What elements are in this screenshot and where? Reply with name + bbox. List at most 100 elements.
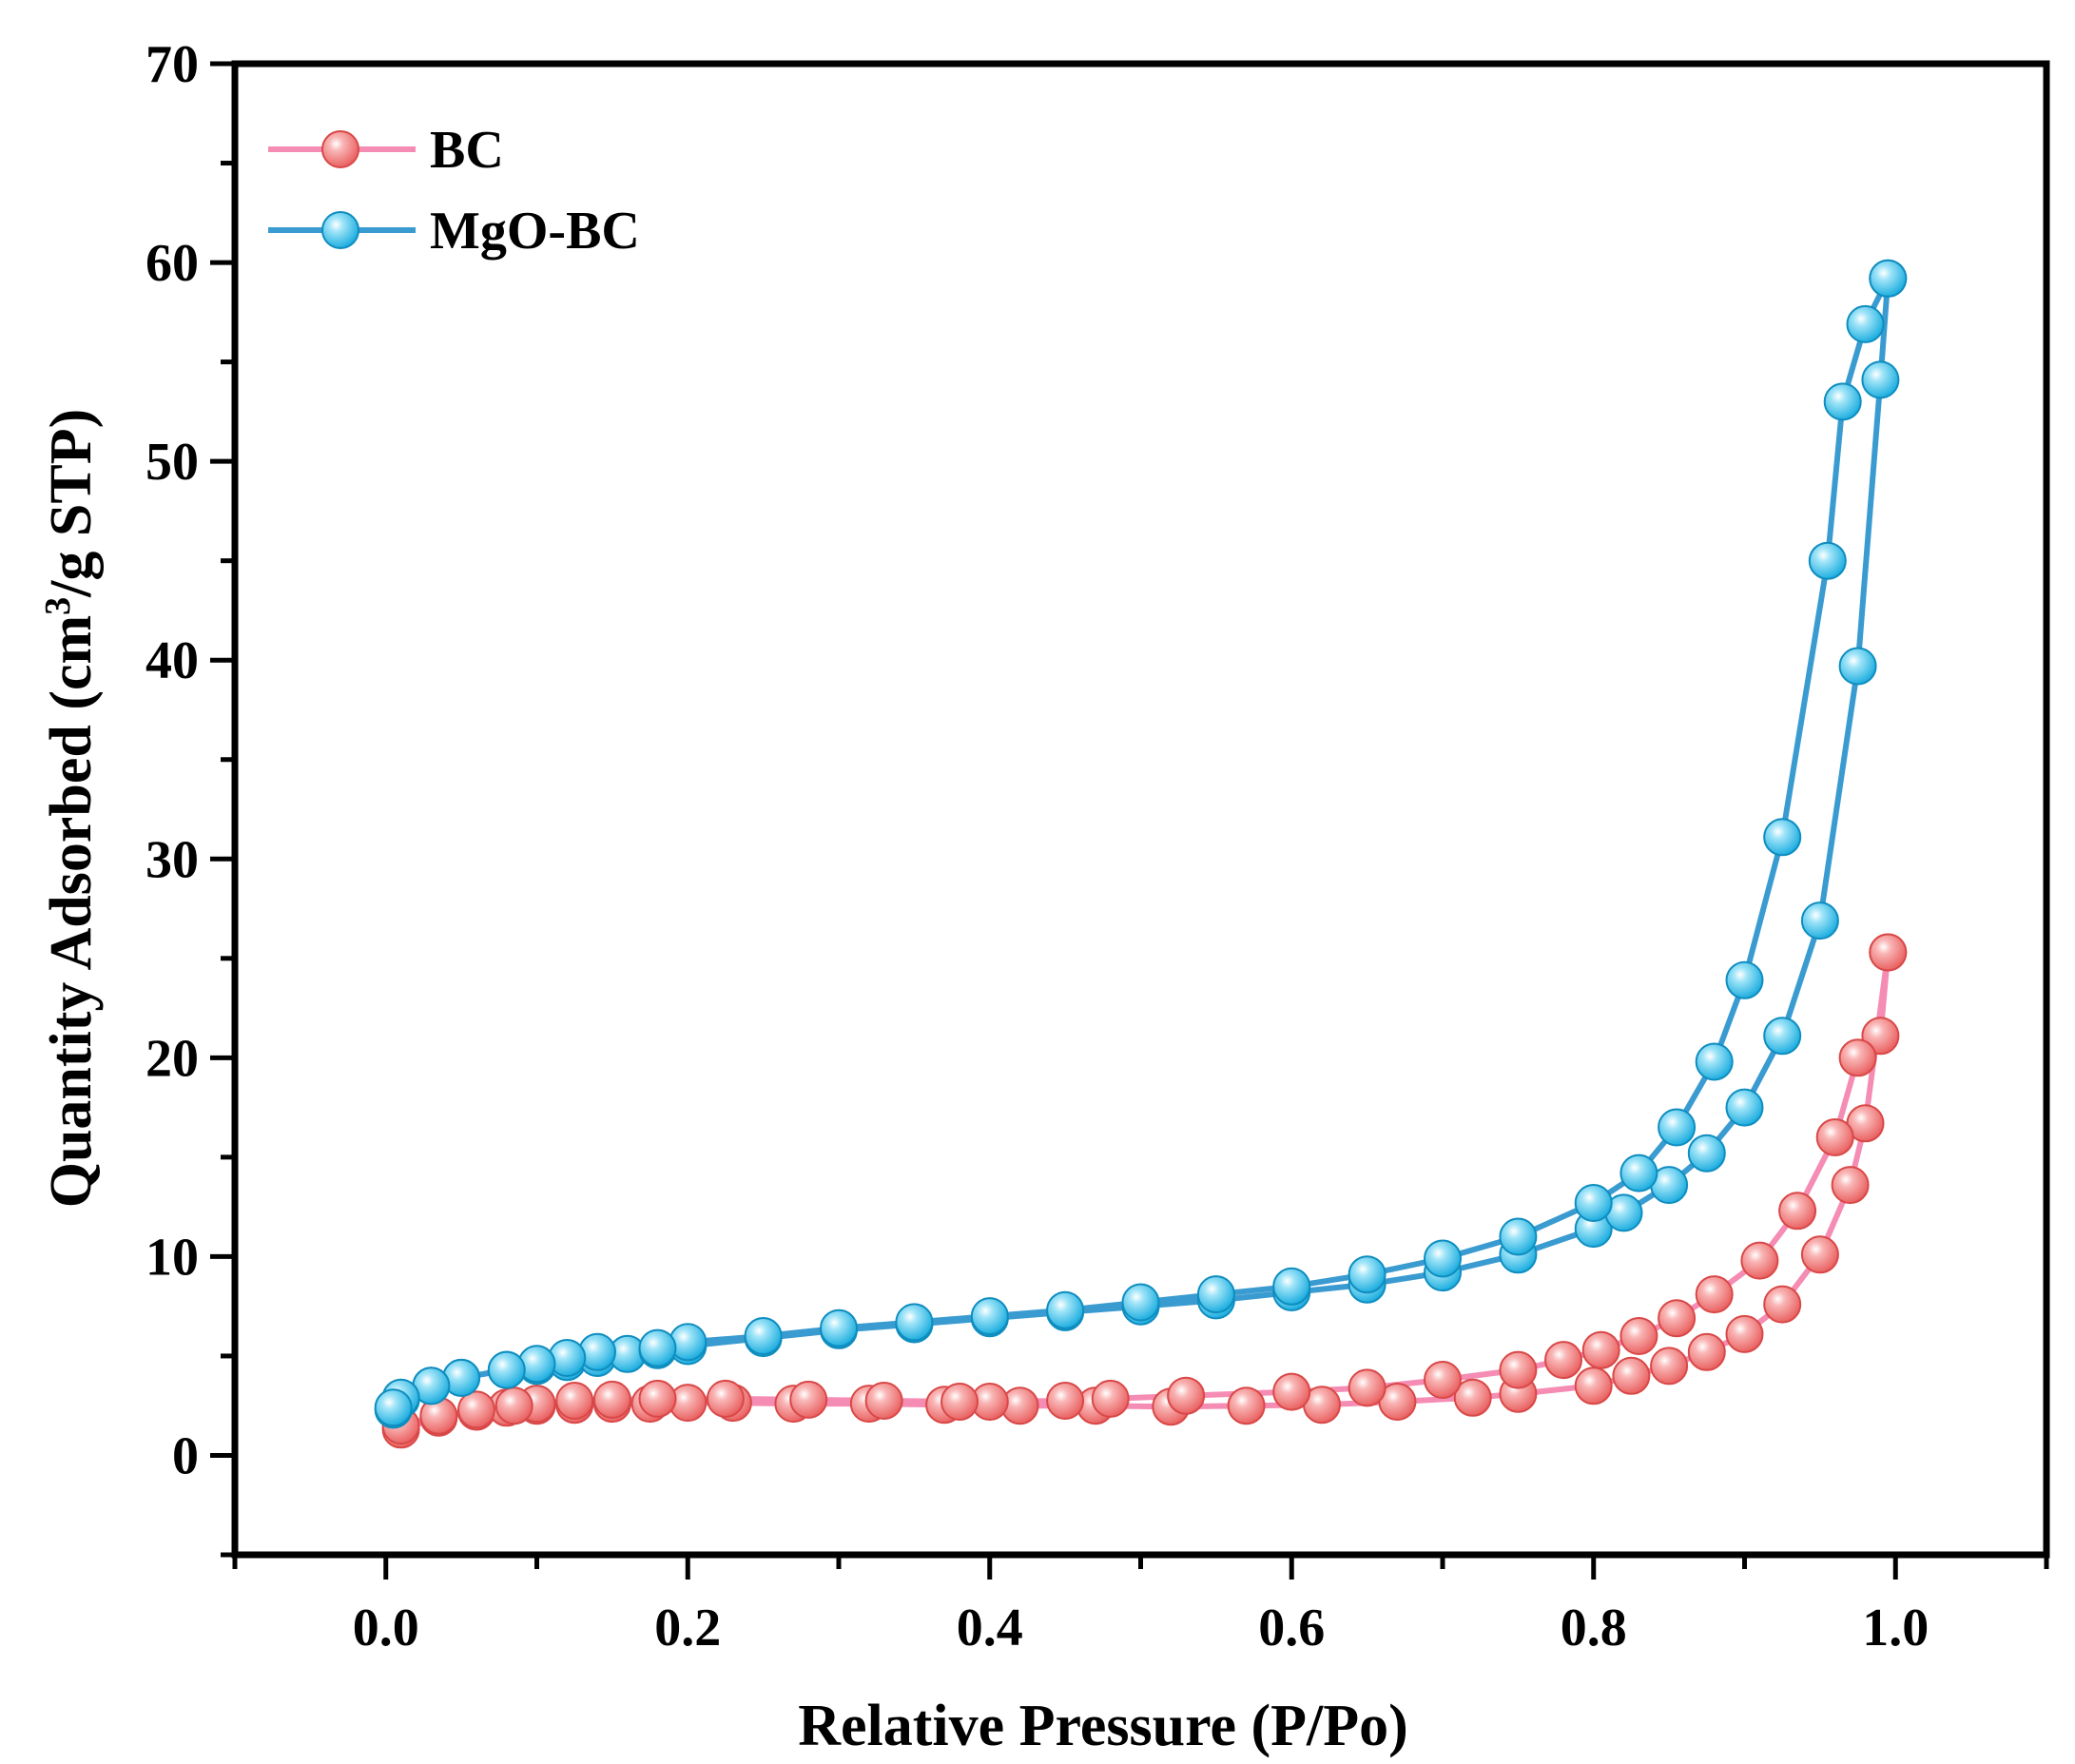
mgo-bc-adsorption-point	[1687, 1134, 1726, 1173]
y-tick-label: 20	[145, 1029, 199, 1088]
bc-desorption-point	[1869, 933, 1908, 972]
mgo-bc-desorption-point	[1869, 259, 1908, 298]
legend-marker-bc	[321, 130, 359, 168]
mgo-bc-desorption-point	[895, 1303, 934, 1342]
mgo-bc-desorption-point	[487, 1350, 526, 1389]
bc-desorption-point	[1778, 1192, 1817, 1231]
y-axis-ticks	[210, 61, 235, 1558]
bc-desorption-point	[1740, 1241, 1779, 1280]
bc-desorption-point	[1815, 1118, 1854, 1156]
x-tick-label: 0.6	[1258, 1599, 1325, 1657]
bc-desorption-point	[1272, 1372, 1311, 1411]
mgo-bc-desorption-point	[1695, 1042, 1734, 1081]
mgo-bc-desorption-point	[1046, 1290, 1085, 1329]
bc-desorption-point	[638, 1379, 677, 1418]
bc-desorption-point	[1348, 1368, 1387, 1407]
mgo-bc-desorption-point	[1725, 960, 1764, 999]
bc-desorption-point	[592, 1380, 631, 1419]
bc-desorption-point	[1499, 1350, 1538, 1389]
mgo-bc-adsorption-point	[1861, 360, 1900, 399]
mgo-bc-desorption-line	[391, 277, 1891, 1410]
x-tick-label: 0.2	[654, 1599, 721, 1657]
bc-desorption-point	[457, 1390, 495, 1429]
bc-desorption-point	[789, 1380, 828, 1419]
legend-item-mgo-bc: MgO-BC	[268, 202, 640, 261]
legend-item-bc: BC	[268, 121, 504, 180]
bc-desorption-point	[864, 1382, 903, 1420]
series-layer	[374, 259, 1908, 1449]
bc-desorption-point	[555, 1382, 594, 1420]
y-tick-label: 0	[172, 1426, 199, 1485]
bc-adsorption-point	[1227, 1386, 1266, 1425]
bc-desorption-point	[1046, 1382, 1085, 1420]
mgo-bc-desorption-point	[1499, 1217, 1538, 1256]
bc-adsorption-point	[1763, 1285, 1802, 1324]
bc-desorption-point	[1424, 1361, 1462, 1399]
y-tick-label: 10	[145, 1228, 199, 1287]
mgo-bc-desorption-point	[1424, 1239, 1462, 1278]
x-axis-tick-labels: 0.0 0.2 0.4 0.6 0.8 1.0	[353, 1599, 1930, 1657]
mgo-bc-adsorption-point	[1725, 1088, 1764, 1127]
y-tick-label: 40	[145, 631, 199, 690]
mgo-bc-adsorption-line	[391, 278, 1891, 1412]
bc-adsorption-point	[1831, 1166, 1870, 1205]
mgo-bc-desorption-point	[1196, 1275, 1235, 1314]
plot-frame	[231, 60, 2050, 1559]
y-axis-title-main: Quantity Adsorbed (cm	[39, 615, 104, 1208]
x-tick-label: 0.0	[353, 1599, 419, 1657]
mgo-bc-desorption-point	[638, 1328, 677, 1367]
bc-adsorption-point	[1725, 1314, 1764, 1353]
bc-adsorption-point	[1650, 1347, 1689, 1386]
y-tick-label: 30	[145, 830, 199, 889]
bc-adsorption-point	[1800, 1235, 1839, 1274]
mgo-bc-adsorption-point	[1800, 901, 1839, 940]
series-mgo-bc	[374, 259, 1908, 1429]
mgo-bc-desorption-point	[1846, 304, 1885, 343]
y-axis-title-superscript: 3	[38, 597, 78, 615]
bc-adsorption-point	[1453, 1378, 1492, 1417]
mgo-bc-desorption-point	[1808, 541, 1847, 580]
y-tick-label: 70	[145, 35, 199, 94]
bc-desorption-point	[706, 1379, 745, 1418]
bc-desorption-point	[1544, 1341, 1582, 1380]
bc-desorption-point	[1581, 1330, 1620, 1369]
mgo-bc-desorption-point	[1272, 1267, 1311, 1306]
x-tick-label: 0.4	[957, 1599, 1023, 1657]
bc-desorption-point	[1091, 1379, 1130, 1418]
mgo-bc-adsorption-point	[1838, 647, 1877, 686]
legend: BC MgO-BC	[268, 121, 640, 261]
mgo-bc-desorption-point	[1574, 1184, 1613, 1222]
bc-adsorption-point	[1687, 1332, 1726, 1371]
x-axis-ticks	[232, 1555, 2049, 1580]
mgo-bc-adsorption-point	[1763, 1017, 1802, 1056]
series-bc	[381, 933, 1908, 1449]
y-axis-title-tail: /g STP)	[39, 409, 104, 598]
y-tick-label: 50	[145, 433, 199, 492]
mgo-bc-desorption-point	[374, 1388, 413, 1427]
mgo-bc-desorption-point	[1121, 1283, 1160, 1322]
bc-desorption-point	[495, 1386, 533, 1425]
x-axis-title: Relative Pressure (P/Po)	[798, 1694, 1408, 1758]
mgo-bc-desorption-point	[744, 1317, 783, 1355]
y-axis-tick-labels: 0 10 20 30 40 50 60 70	[145, 35, 199, 1485]
legend-label-mgo-bc: MgO-BC	[430, 202, 640, 261]
bc-adsorption-point	[1612, 1356, 1651, 1395]
bc-desorption-point	[1167, 1376, 1206, 1415]
bc-desorption-point	[941, 1383, 979, 1421]
y-tick-label: 60	[145, 234, 199, 293]
mgo-bc-desorption-point	[1763, 818, 1802, 857]
legend-label-bc: BC	[430, 121, 504, 180]
mgo-bc-desorption-point	[1823, 382, 1862, 421]
x-tick-label: 0.8	[1561, 1599, 1627, 1657]
mgo-bc-desorption-point	[1658, 1108, 1697, 1147]
mgo-bc-desorption-point	[1619, 1153, 1658, 1192]
legend-marker-mgo-bc	[321, 211, 359, 249]
y-axis-title: Quantity Adsorbed (cm3/g STP)	[38, 409, 104, 1209]
x-tick-label: 1.0	[1862, 1599, 1929, 1657]
mgo-bc-desorption-point	[970, 1297, 1009, 1336]
bc-desorption-point	[1695, 1275, 1734, 1314]
bc-adsorption-point	[1574, 1367, 1613, 1405]
bc-desorption-point	[1658, 1299, 1697, 1338]
mgo-bc-desorption-point	[820, 1308, 858, 1347]
